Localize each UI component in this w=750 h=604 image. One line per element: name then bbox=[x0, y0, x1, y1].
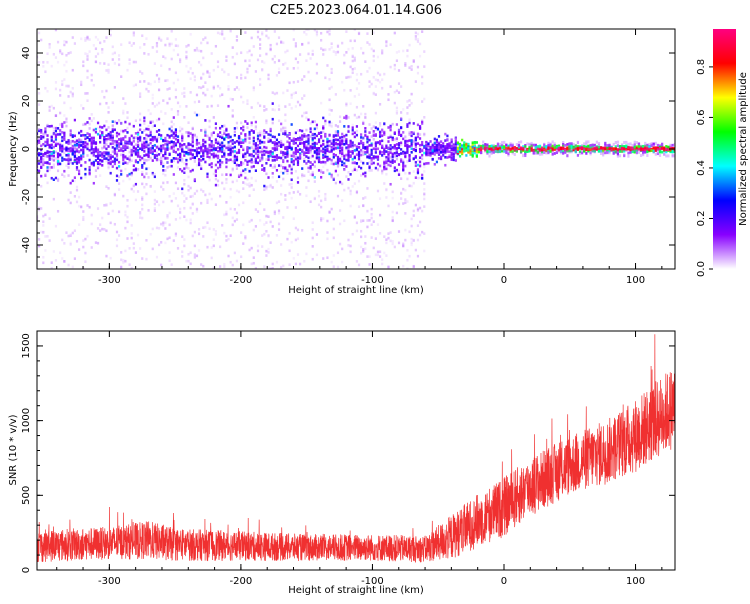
colorbar-tick-label: 0.6 bbox=[696, 109, 707, 125]
colorbar: 0.0 0.2 0.4 0.6 0.8 Normalized spectral ampl… bbox=[696, 29, 749, 277]
snr-y-label: SNR (10 * v/v) bbox=[8, 414, 19, 485]
spectrogram-x-axis: -300 -200 -100 0 100 bbox=[56, 29, 663, 286]
spectrogram-cells bbox=[37, 29, 675, 269]
spectrogram-y-tick-label: 0 bbox=[21, 146, 32, 152]
snr-series-line bbox=[37, 334, 675, 563]
snr-x-tick-label: 100 bbox=[626, 576, 645, 587]
snr-y-tick-label: 500 bbox=[21, 486, 32, 505]
snr-panel: -300 -200 -100 0 100 0 500 1000 1500 Height of … bbox=[8, 330, 676, 596]
spectrogram-x-tick-label: -200 bbox=[230, 275, 253, 286]
snr-y-axis: 0 500 1000 1500 bbox=[21, 330, 675, 573]
colorbar-gradient bbox=[713, 29, 736, 269]
colorbar-tick-label: 0.4 bbox=[696, 160, 707, 176]
spectrogram-x-tick-label: 100 bbox=[626, 275, 645, 286]
spectrogram-y-tick-label: 40 bbox=[21, 47, 32, 60]
colorbar-tick-label: 0.0 bbox=[696, 261, 707, 277]
snr-x-tick-label: -300 bbox=[98, 576, 121, 587]
snr-x-tick-label: -100 bbox=[361, 576, 384, 587]
colorbar-tick-label: 0.8 bbox=[696, 59, 707, 75]
snr-y-tick-label: 1000 bbox=[21, 408, 32, 433]
spectrogram-y-tick-label: -40 bbox=[21, 237, 32, 253]
snr-x-tick-label: 0 bbox=[501, 576, 507, 587]
spectrogram-x-tick-label: 0 bbox=[501, 275, 507, 286]
snr-y-tick-label: 0 bbox=[21, 567, 32, 573]
spectrogram-x-label: Height of straight line (km) bbox=[288, 285, 424, 296]
chart-title: C2E5.2023.064.01.14.G06 bbox=[270, 3, 442, 18]
snr-x-axis: -300 -200 -100 0 100 bbox=[56, 331, 663, 587]
colorbar-ticks: 0.0 0.2 0.4 0.6 0.8 bbox=[696, 59, 713, 277]
spectrogram-y-tick-label: 20 bbox=[21, 95, 32, 108]
colorbar-tick-label: 0.2 bbox=[696, 211, 707, 227]
colorbar-label: Normalized spectral amplitude bbox=[738, 72, 749, 226]
snr-y-tick-label: 1500 bbox=[21, 333, 32, 358]
spectrogram-x-tick-label: -100 bbox=[361, 275, 384, 286]
snr-x-label: Height of straight line (km) bbox=[288, 585, 424, 596]
spectrogram-y-axis: -40 -20 0 20 40 bbox=[21, 28, 675, 270]
spectrogram-y-label: Frequency (Hz) bbox=[8, 111, 19, 187]
spectrogram-y-tick-label: -20 bbox=[21, 189, 32, 205]
spectrogram-x-tick-label: -300 bbox=[98, 275, 121, 286]
snr-x-tick-label: -200 bbox=[230, 576, 253, 587]
